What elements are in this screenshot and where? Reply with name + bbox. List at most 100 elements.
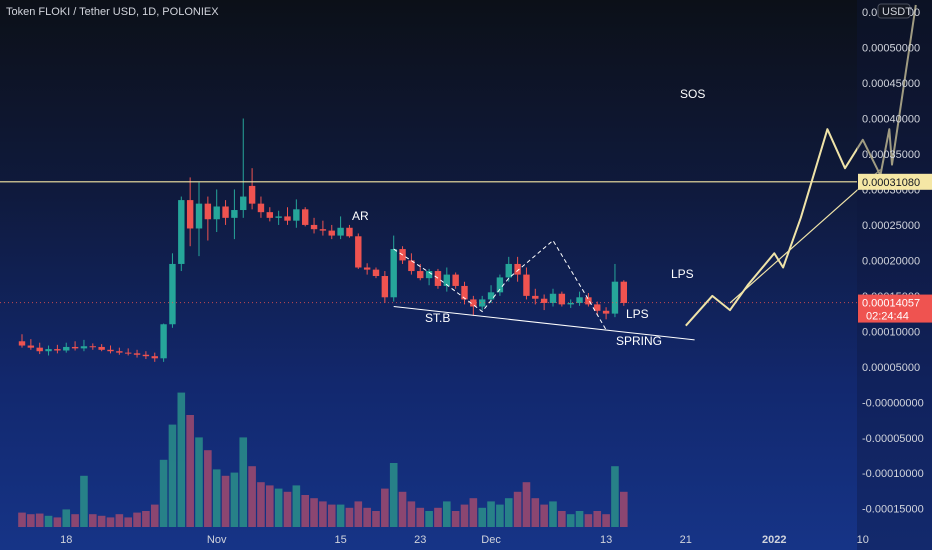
- volume-bar: [389, 463, 398, 527]
- candle-body: [310, 224, 318, 230]
- horizontal-level-tag: [858, 173, 932, 190]
- annotation-ar: AR: [352, 209, 369, 223]
- candle-body: [107, 349, 114, 352]
- candle-body: [240, 196, 247, 211]
- volume-bar: [620, 491, 628, 527]
- candle-countdown-label: 02:24:44: [866, 311, 909, 323]
- dashed-swing-path[interactable]: [393, 239, 607, 331]
- candle-body: [36, 347, 43, 352]
- price-tick-label: 0.00010000: [862, 326, 920, 338]
- price-axis-background: [857, 0, 932, 550]
- candle-body: [363, 267, 371, 270]
- candle-body: [328, 230, 335, 236]
- candle-body: [576, 297, 583, 303]
- candle-body: [178, 200, 185, 264]
- volume-bar: [336, 504, 345, 527]
- volume-bar: [97, 515, 106, 527]
- volume-bar: [177, 392, 186, 527]
- candlesticks: [18, 118, 627, 362]
- volume-bar: [443, 501, 451, 527]
- volume-bar: [381, 488, 389, 527]
- volume-bar: [35, 513, 44, 527]
- volume-bar: [310, 498, 318, 527]
- candle-body: [470, 299, 477, 307]
- time-tick-label: Nov: [207, 534, 227, 546]
- candle-body: [248, 185, 256, 204]
- support-trend-line[interactable]: [393, 306, 695, 341]
- volume-bar: [27, 514, 35, 527]
- volume-bar: [18, 512, 26, 527]
- candle-body: [160, 324, 167, 359]
- projection-path[interactable]: [685, 4, 917, 327]
- time-axis[interactable]: 18 Nov 15 23 Dec 13 21 2022 10: [60, 534, 869, 546]
- candle-body: [602, 310, 610, 314]
- projection-trend-line[interactable]: [729, 169, 881, 304]
- candle-body: [443, 274, 450, 286]
- annotation-sos: SOS: [680, 87, 705, 101]
- volume-bars: [18, 392, 628, 527]
- price-tick-label: 0.00050000: [862, 43, 920, 55]
- candle-body: [505, 263, 512, 278]
- candle-body: [355, 236, 362, 268]
- volume-bar: [230, 472, 239, 527]
- candle-body: [337, 227, 344, 236]
- volume-bar: [469, 498, 478, 527]
- volume-bar: [71, 514, 79, 527]
- volume-bar: [283, 491, 292, 527]
- volume-bar: [133, 512, 141, 527]
- price-tick-label: -0.00000000: [862, 397, 924, 409]
- annotation-lps-1: LPS: [626, 307, 649, 321]
- candle-body: [186, 200, 194, 229]
- candle-body: [231, 210, 238, 218]
- candle-body: [204, 203, 212, 220]
- candle-body: [479, 299, 486, 307]
- candle-body: [594, 304, 601, 311]
- volume-bar: [44, 515, 53, 527]
- time-tick-label: 15: [334, 534, 346, 546]
- candle-body: [434, 271, 442, 286]
- candle-body: [169, 263, 176, 325]
- candle-body: [567, 302, 574, 305]
- candle-body: [71, 346, 79, 349]
- candle-body: [452, 274, 459, 286]
- candle-body: [18, 341, 26, 346]
- candle-body: [284, 216, 291, 221]
- candle-body: [63, 346, 70, 351]
- candle-body: [585, 297, 592, 305]
- candle-body: [195, 203, 203, 229]
- price-tick-label: 0.00045000: [862, 78, 920, 90]
- volume-bar: [204, 450, 212, 527]
- candle-body: [80, 346, 88, 349]
- candle-body: [27, 345, 35, 348]
- candle-body: [213, 206, 220, 220]
- volume-bar: [319, 501, 327, 527]
- volume-bar: [434, 507, 442, 527]
- candle-body: [346, 227, 353, 237]
- price-tick-label: 0.00020000: [862, 255, 920, 267]
- volume-bar: [53, 517, 62, 527]
- candle-body: [116, 351, 123, 353]
- time-tick-label: 2022: [762, 534, 786, 546]
- volume-bar: [407, 501, 416, 527]
- volume-bar: [168, 424, 177, 527]
- volume-bar: [327, 504, 336, 527]
- candle-body: [496, 277, 504, 293]
- volume-bar: [575, 511, 584, 527]
- volume-bar: [301, 495, 309, 527]
- annotation-stb: ST.B: [425, 311, 450, 325]
- volume-bar: [124, 517, 132, 527]
- time-tick-label: 13: [600, 534, 612, 546]
- volume-bar: [451, 511, 460, 527]
- currency-badge-label: USDT: [882, 6, 912, 18]
- volume-bar: [504, 498, 513, 527]
- price-axis[interactable]: 0.000550000.000500000.000450000.00040000…: [857, 0, 932, 550]
- price-tick-label: 0.00040000: [862, 114, 920, 126]
- candle-body: [425, 271, 433, 279]
- volume-bar: [593, 511, 602, 527]
- candle-body: [487, 292, 495, 300]
- candle-body: [125, 352, 132, 354]
- candle-body: [390, 249, 397, 298]
- candle-body: [611, 281, 619, 314]
- currency-badge[interactable]: [877, 3, 911, 19]
